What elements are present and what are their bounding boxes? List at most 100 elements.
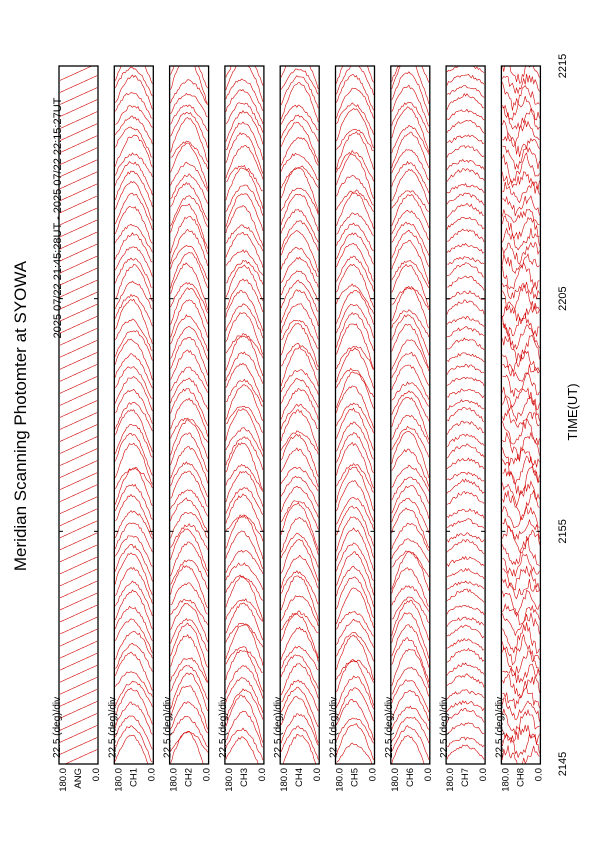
scan-trace-line	[280, 663, 319, 699]
scan-trace-line	[170, 142, 208, 189]
scan-trace-line	[170, 541, 208, 577]
scan-trace-line	[391, 84, 430, 127]
scan-trace-line	[502, 505, 540, 528]
scan-trace-line	[170, 262, 208, 311]
scan-trace-line	[336, 565, 374, 607]
scan-trace-line	[502, 633, 540, 666]
scan-trace-line	[391, 190, 429, 212]
scan-trace-line	[280, 193, 319, 232]
scan-trace-line	[170, 565, 208, 609]
scan-trace-line	[391, 648, 430, 688]
scan-trace-line	[446, 555, 485, 567]
scan-trace-line	[170, 685, 208, 730]
scan-trace-line	[502, 195, 540, 217]
scan-trace-line	[59, 520, 98, 539]
scan-trace-line	[225, 278, 264, 313]
scan-trace-line	[225, 442, 264, 491]
scan-trace-line	[115, 388, 153, 424]
scan-trace-line	[336, 367, 374, 398]
scan-trace-line	[115, 544, 153, 582]
scan-trace-line	[170, 251, 208, 289]
scan-trace-line	[59, 628, 98, 647]
scan-trace-line	[336, 660, 374, 706]
scan-trace-line	[115, 580, 153, 617]
scan-trace-line	[280, 501, 319, 550]
scan-trace-line	[115, 257, 153, 288]
scan-trace-line	[336, 687, 374, 722]
scan-trace-line	[59, 532, 98, 551]
scan-trace-line	[59, 701, 98, 719]
scan-trace-line	[225, 598, 264, 622]
scan-trace-line	[225, 351, 264, 384]
scan-trace-line	[446, 744, 485, 760]
x-tick-label: 2215	[557, 54, 569, 78]
scan-trace-line	[59, 472, 98, 490]
scan-trace-line	[170, 245, 208, 280]
scan-trace-line	[446, 376, 485, 387]
scan-trace-line	[225, 515, 264, 560]
scan-trace-line	[225, 132, 264, 174]
scan-trace-line	[280, 575, 319, 621]
scale-label: 22.5 (deg)/div	[329, 697, 340, 758]
scan-trace-line	[391, 624, 430, 668]
scan-trace-line	[115, 152, 153, 178]
scan-trace-line	[446, 183, 485, 194]
scan-trace-line	[115, 180, 153, 221]
scan-trace-line	[170, 559, 208, 590]
scan-trace-line	[446, 66, 485, 74]
x-tick-label: 2155	[557, 519, 569, 543]
scan-trace-line	[59, 291, 98, 310]
scan-trace-line	[502, 301, 540, 325]
scan-trace-line	[115, 467, 153, 507]
channel-label: CH5	[350, 768, 361, 787]
channel-label: CH4	[294, 768, 305, 787]
scan-trace-line	[225, 649, 264, 692]
scan-trace-line	[115, 552, 153, 596]
panel-ch6: 22.5 (deg)/div 180.0 0.0 CH6	[384, 65, 434, 792]
panel-frame	[445, 65, 486, 765]
scan-trace-line	[336, 345, 374, 371]
scan-trace-line	[225, 562, 264, 590]
scan-trace-line	[446, 243, 485, 254]
scan-trace-line	[280, 68, 319, 95]
scan-trace-line	[336, 87, 374, 119]
scan-trace-line	[280, 165, 319, 189]
scan-trace-line	[336, 189, 374, 213]
y-min-label: 0.0	[533, 768, 544, 781]
scan-trace-line	[502, 82, 540, 111]
scan-trace-line	[280, 75, 319, 109]
scan-trace-line	[59, 171, 98, 190]
scan-trace-line	[115, 115, 153, 145]
scan-trace-line	[225, 646, 263, 673]
scan-trace-line	[280, 570, 319, 605]
scan-trace-line	[502, 227, 540, 251]
scan-trace-line	[170, 92, 208, 118]
time-range-label: 2025 07/22 21:45:28UT - 2025 07/22 22:15…	[52, 97, 64, 338]
scan-trace-line	[336, 192, 374, 229]
y-min-label: 0.0	[368, 768, 379, 781]
channel-label: CH7	[460, 768, 471, 787]
panel-ch4: 22.5 (deg)/div 180.0 0.0 CH4	[273, 65, 323, 792]
scan-trace-line	[280, 433, 319, 477]
scan-trace-line	[115, 246, 153, 277]
scan-trace-line	[446, 580, 485, 590]
scan-trace-line	[115, 401, 153, 432]
scan-trace-line	[447, 337, 485, 351]
scan-trace-line	[225, 121, 264, 160]
scan-trace-line	[225, 602, 264, 641]
scan-trace-line	[225, 405, 264, 433]
scan-trace-line	[391, 485, 430, 519]
scan-trace-line	[59, 364, 98, 382]
scan-trace-line	[502, 323, 540, 350]
trace-group	[115, 66, 153, 764]
scan-trace-line	[280, 532, 319, 568]
scan-trace-line	[225, 427, 264, 457]
scan-trace-line	[170, 325, 208, 360]
scan-trace-line	[225, 184, 264, 216]
scan-trace-line	[502, 455, 540, 485]
scan-trace-line	[280, 500, 319, 530]
scan-trace-line	[225, 193, 264, 231]
scan-trace-line	[280, 256, 319, 288]
scan-trace-line	[280, 713, 319, 746]
scan-trace-line	[280, 654, 319, 689]
